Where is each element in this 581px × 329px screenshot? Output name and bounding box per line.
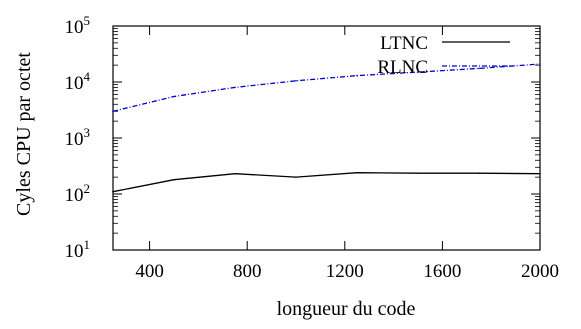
data-point-ltnc	[539, 172, 541, 175]
data-point-rlnc	[417, 71, 419, 73]
x-tick-label: 400	[135, 261, 164, 282]
data-point-rlnc	[112, 110, 114, 113]
y-tick-label: 103	[65, 125, 91, 150]
x-tick-label: 1200	[326, 261, 364, 282]
y-tick-label: 104	[65, 69, 91, 94]
y-tick-label: 102	[65, 181, 91, 206]
data-point-rlnc	[356, 74, 358, 77]
data-point-ltnc	[417, 172, 419, 175]
x-tick-label: 800	[233, 261, 262, 282]
plot-frame	[112, 25, 541, 251]
data-point-rlnc	[478, 67, 480, 70]
y-tick-label: 105	[65, 13, 91, 38]
legend-label-rlnc: RLNC	[377, 57, 428, 78]
data-point-rlnc	[173, 95, 175, 98]
data-point-rlnc	[539, 63, 541, 65]
data-point-ltnc	[173, 178, 175, 181]
data-point-ltnc	[112, 190, 114, 193]
x-tick-label: 1600	[423, 261, 461, 282]
data-point-ltnc	[234, 172, 236, 175]
x-tick-label: 2000	[521, 261, 559, 282]
series-line-rlnc	[112, 63, 541, 112]
series-line-ltnc	[112, 172, 541, 193]
series-layer	[112, 63, 541, 193]
legend: LTNC RLNC	[377, 33, 510, 78]
data-point-rlnc	[234, 86, 236, 89]
axes-layer: 101 102 103 104 105 400 800 1200 1600 2000	[65, 13, 560, 282]
y-tick-label: 101	[65, 237, 91, 262]
data-point-ltnc	[295, 176, 297, 178]
data-point-rlnc	[295, 80, 297, 82]
x-axis-title: longueur du code	[277, 298, 416, 320]
data-point-ltnc	[356, 171, 358, 174]
legend-label-ltnc: LTNC	[380, 33, 428, 54]
y-axis-title: Cyles CPU par octet	[13, 52, 35, 216]
data-point-ltnc	[478, 172, 480, 175]
